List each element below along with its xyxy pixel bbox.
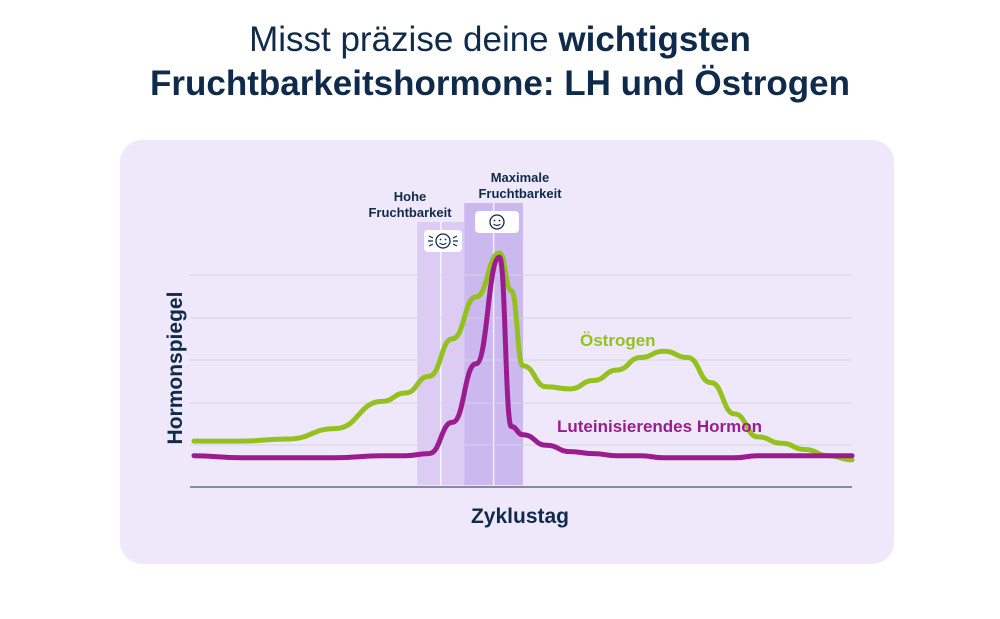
band-label-max-line1: Maximale	[491, 170, 550, 185]
sparkle-smiley-icon	[424, 230, 462, 252]
y-axis-label: Hormonspiegel	[164, 292, 187, 445]
series-line-estrogen	[191, 250, 855, 463]
band-label-high-line2: Fruchtbarkeit	[368, 205, 452, 220]
x-axis-label: Zyklustag	[471, 505, 569, 528]
title-line-1-bold: wichtigsten	[558, 20, 751, 59]
title-line-2: Fruchtbarkeitshormone: LH und Östrogen	[149, 64, 851, 103]
series-label-estrogen: Östrogen	[580, 331, 656, 350]
chart-title: Misst präzise deine wichtigsten Fruchtba…	[0, 18, 1000, 106]
series-lines	[191, 250, 855, 463]
band-label-high-line1: Hohe	[394, 189, 427, 204]
band-label-max-line2: Fruchtbarkeit	[478, 186, 562, 201]
title-line-1-light: Misst präzise deine	[249, 20, 559, 59]
smiley-icon	[475, 211, 519, 233]
gridlines	[190, 274, 852, 446]
title-line-1: Misst präzise deine wichtigsten	[0, 18, 1000, 62]
series-line-lh	[191, 254, 855, 461]
series-label-lh: Luteinisierendes Hormon	[557, 417, 762, 436]
